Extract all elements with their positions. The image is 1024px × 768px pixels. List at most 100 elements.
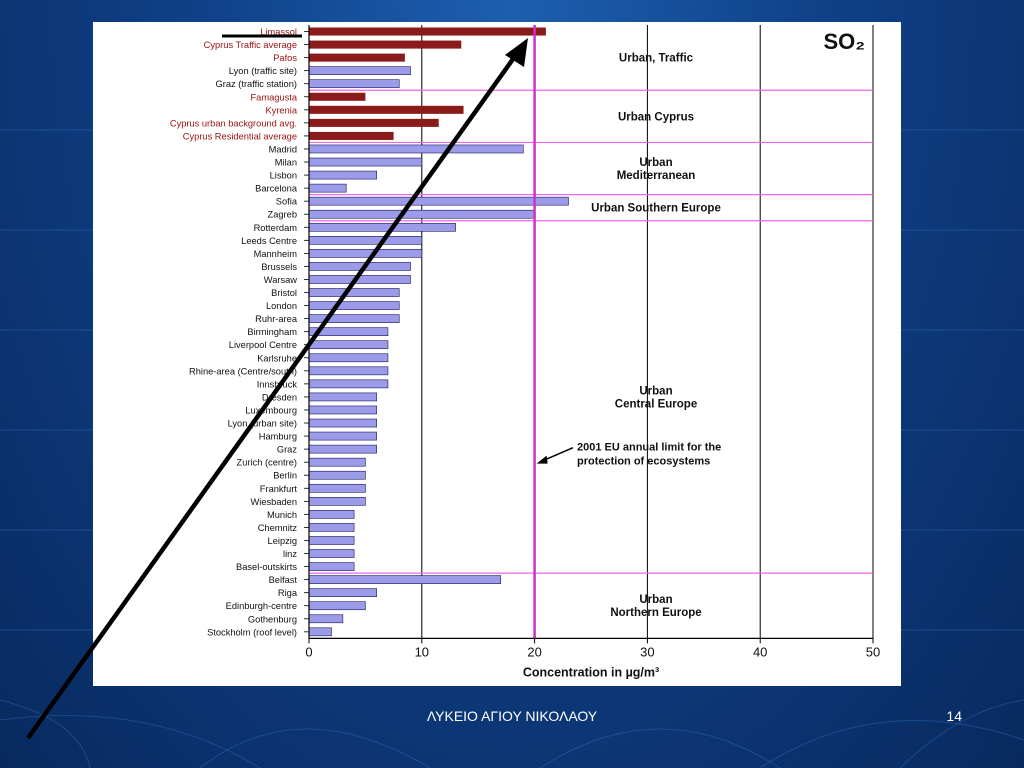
- so2-bar-chart: Limassol Cyprus Traffic average Pafos Lyon …: [170, 25, 880, 679]
- chart-panel: Limassol Cyprus Traffic average Pafos Lyon …: [93, 22, 901, 686]
- category-label: Riga: [278, 588, 298, 598]
- group-label: Central Europe: [615, 398, 697, 410]
- limit-annotation: 2001 EU annual limit for the: [577, 442, 721, 454]
- bar: [308, 457, 366, 467]
- bar: [309, 118, 439, 127]
- category-label: Lisbon: [270, 171, 297, 181]
- group-label: Urban, Traffic: [619, 53, 694, 65]
- bar: [308, 340, 389, 350]
- bar: [308, 183, 347, 193]
- bar: [308, 327, 389, 336]
- bar: [308, 483, 366, 493]
- x-tick-label: 40: [753, 644, 767, 659]
- slide-number: 14: [946, 708, 962, 724]
- category-label: Stockholm (roof level): [207, 627, 297, 637]
- category-label: Mannheim: [254, 249, 298, 259]
- bar: [308, 496, 366, 506]
- bar: [309, 105, 464, 114]
- bar: [309, 27, 546, 36]
- chart-title: SO₂: [823, 29, 865, 54]
- bar: [308, 314, 400, 323]
- category-label: London: [266, 301, 297, 311]
- group-label: Mediterranean: [617, 170, 696, 182]
- bar: [308, 144, 524, 154]
- bar: [308, 523, 355, 532]
- bar: [308, 379, 389, 389]
- bar: [308, 196, 569, 206]
- bar: [308, 275, 411, 284]
- category-label: Limassol: [260, 27, 297, 37]
- category-label: Rhine-area (Centre/south): [189, 366, 297, 376]
- bar: [309, 92, 366, 101]
- category-label: Zagreb: [268, 210, 297, 220]
- category-label: Cyprus urban background avg.: [170, 118, 297, 128]
- group-label: Northern Europe: [610, 607, 701, 619]
- group-label: Urban: [639, 594, 672, 606]
- bar: [308, 549, 355, 558]
- category-label: linz: [283, 549, 297, 559]
- category-label: Munich: [267, 510, 297, 520]
- category-label: Madrid: [269, 144, 297, 154]
- bar: [308, 575, 502, 584]
- group-label: Urban: [639, 157, 672, 169]
- category-label: Cyprus Residential average: [183, 131, 297, 141]
- x-tick-label: 50: [866, 644, 880, 659]
- bar: [308, 536, 355, 545]
- category-label: Leipzig: [268, 536, 297, 546]
- category-label: Warsaw: [264, 275, 298, 285]
- group-label: Urban Cyprus: [618, 111, 694, 123]
- category-label: Frankfurt: [260, 484, 298, 494]
- category-label: Famagusta: [250, 92, 297, 102]
- x-axis-title: Concentration in µg/m³: [523, 665, 659, 679]
- category-label: Zurich (centre): [237, 458, 297, 468]
- category-label: Leeds Centre: [241, 236, 297, 246]
- footer-title: ΛΥΚΕΙΟ ΑΓΙΟΥ ΝΙΚΟΛΑΟΥ: [426, 708, 598, 724]
- category-label: Hamburg: [259, 432, 297, 442]
- category-label: Sofia: [276, 197, 298, 207]
- limit-pointer-head: [536, 455, 548, 464]
- bar: [308, 222, 456, 232]
- bar: [308, 366, 389, 376]
- category-label: Birmingham: [247, 327, 297, 337]
- bar: [308, 470, 366, 480]
- category-label: Barcelona: [255, 184, 298, 194]
- category-label: Wiesbaden: [250, 497, 297, 507]
- x-tick-label: 20: [527, 644, 541, 659]
- category-label: Belfast: [269, 575, 298, 585]
- category-label: Lyon (urban site): [228, 419, 297, 429]
- category-label: Gothenburg: [248, 614, 297, 624]
- category-label: Innsbruck: [257, 379, 298, 389]
- bar: [308, 249, 423, 258]
- bar: [308, 209, 535, 219]
- limit-annotation: protection of ecosystems: [577, 456, 710, 468]
- bar: [309, 131, 394, 140]
- category-label: Cyprus Traffic average: [204, 40, 297, 50]
- bar: [308, 510, 355, 519]
- category-label: Graz: [277, 445, 297, 455]
- bar: [308, 614, 344, 624]
- bar: [308, 405, 377, 415]
- category-label: Rotterdam: [254, 223, 298, 233]
- bar: [309, 53, 405, 62]
- bar: [308, 236, 423, 245]
- category-label: Liverpool Centre: [229, 340, 297, 350]
- bar: [308, 301, 400, 310]
- category-label: Lyon (traffic site): [229, 66, 297, 76]
- x-tick-label: 0: [305, 644, 312, 659]
- bar: [308, 79, 400, 89]
- bar: [309, 40, 462, 49]
- category-label: Edinburgh-centre: [226, 601, 297, 611]
- category-label: Ruhr-area: [255, 314, 298, 324]
- bar: [308, 562, 355, 571]
- category-label: Chemnitz: [258, 523, 298, 533]
- bar: [308, 588, 377, 598]
- category-label: Milan: [275, 158, 297, 168]
- bar: [308, 601, 366, 611]
- group-label: Urban: [639, 385, 672, 397]
- bar: [308, 66, 411, 76]
- bar: [308, 418, 377, 428]
- bar: [308, 444, 377, 454]
- category-label: Karlsruhe: [257, 353, 297, 363]
- category-label: Berlin: [273, 471, 297, 481]
- x-tick-label: 30: [640, 644, 654, 659]
